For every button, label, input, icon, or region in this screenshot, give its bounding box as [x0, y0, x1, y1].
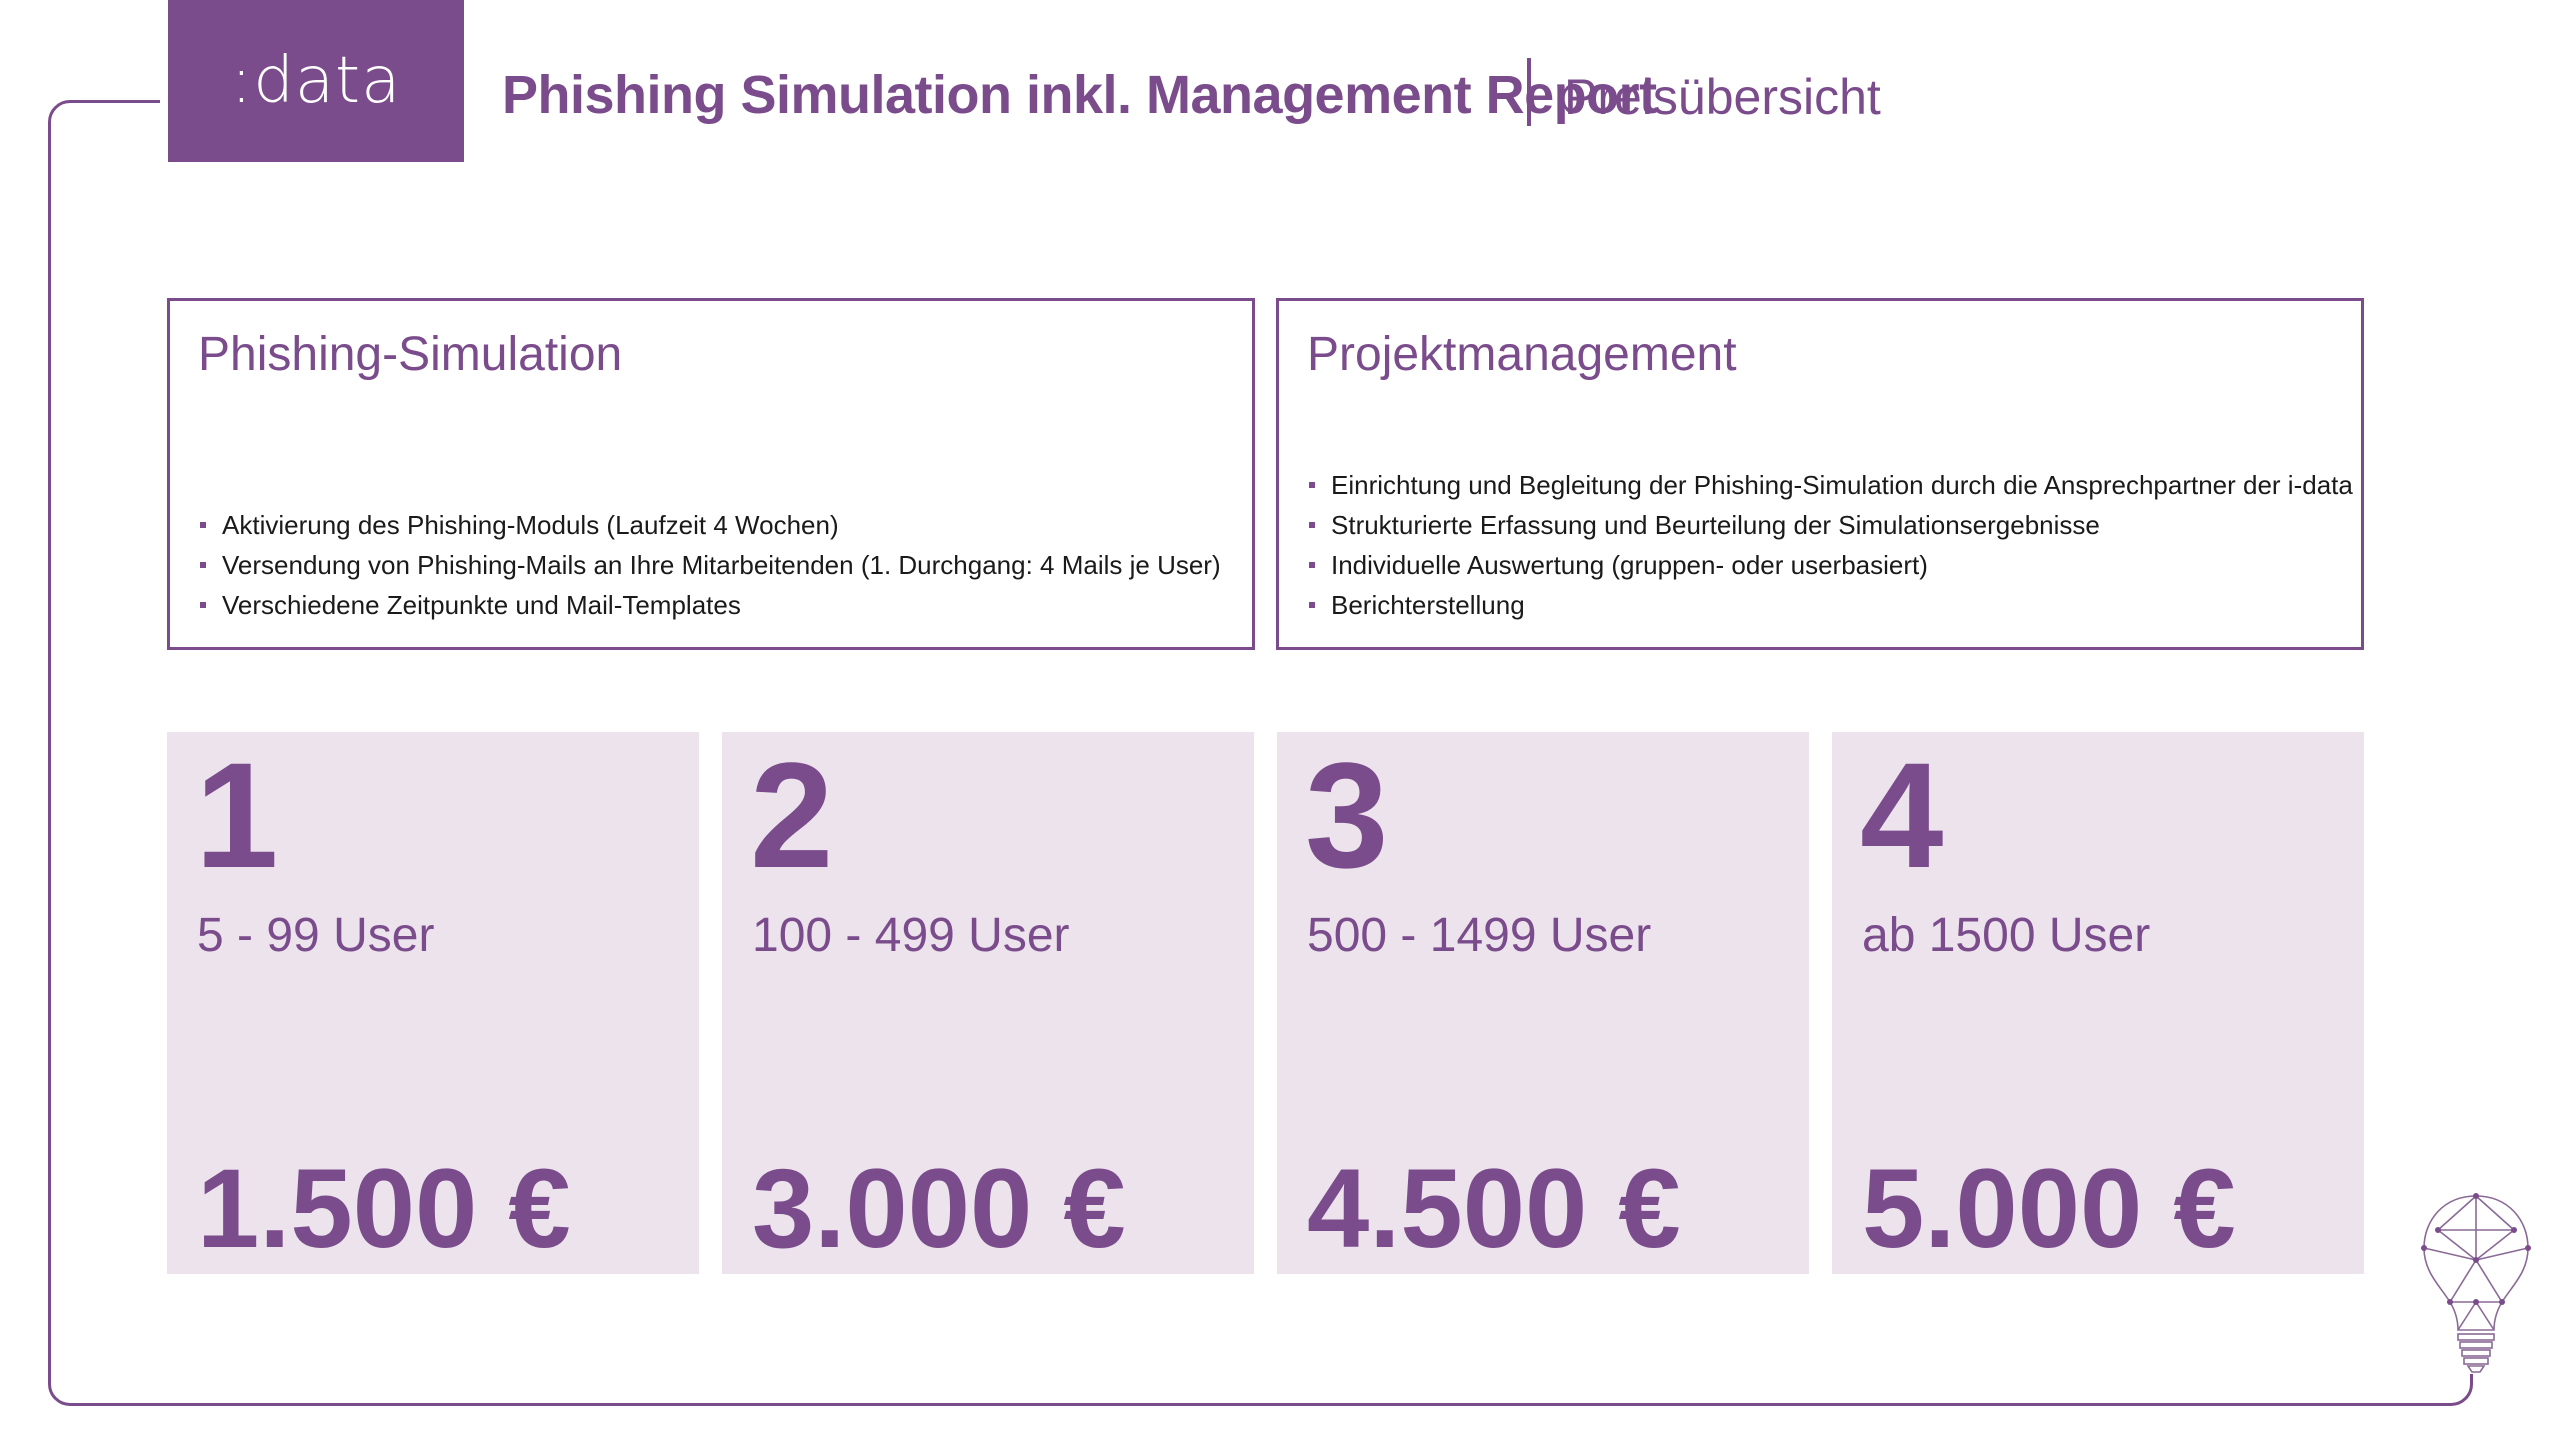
phishing-simulation-title: Phishing-Simulation	[198, 328, 623, 381]
price-tier-1: 1 5 - 99 User 1.500 €	[167, 732, 699, 1274]
tier-number: 1	[195, 731, 279, 899]
header-divider	[1527, 58, 1531, 126]
tier-user-range: 100 - 499 User	[752, 909, 1070, 962]
project-management-list: Einrichtung und Begleitung der Phishing-…	[1307, 465, 2353, 625]
lightbulb-network-icon	[2421, 1193, 2531, 1373]
tier-number: 4	[1860, 731, 1944, 899]
project-management-title: Projektmanagement	[1307, 328, 1737, 381]
tier-price: 4.500 €	[1307, 1146, 1681, 1271]
list-item: Einrichtung und Begleitung der Phishing-…	[1307, 465, 2353, 505]
phishing-simulation-box: Phishing-Simulation Aktivierung des Phis…	[167, 298, 1255, 650]
logo: :data	[168, 0, 464, 162]
price-tier-2: 2 100 - 499 User 3.000 €	[722, 732, 1254, 1274]
logo-text: :data	[230, 44, 402, 118]
tier-price: 5.000 €	[1862, 1146, 2236, 1271]
page-title: Phishing Simulation inkl. Management Rep…	[502, 65, 1657, 125]
tier-user-range: 5 - 99 User	[197, 909, 435, 962]
tier-user-range: ab 1500 User	[1862, 909, 2151, 962]
project-management-box: Projektmanagement Einrichtung und Beglei…	[1276, 298, 2364, 650]
tier-number: 3	[1305, 731, 1389, 899]
list-item: Versendung von Phishing-Mails an Ihre Mi…	[198, 545, 1221, 585]
tier-price: 3.000 €	[752, 1146, 1126, 1271]
list-item: Strukturierte Erfassung und Beurteilung …	[1307, 505, 2353, 545]
price-tier-4: 4 ab 1500 User 5.000 €	[1832, 732, 2364, 1274]
tier-user-range: 500 - 1499 User	[1307, 909, 1652, 962]
tier-price: 1.500 €	[197, 1146, 571, 1271]
list-item: Berichterstellung	[1307, 585, 2353, 625]
list-item: Aktivierung des Phishing-Moduls (Laufzei…	[198, 505, 1221, 545]
page-subtitle: Preisübersicht	[1564, 69, 1881, 125]
list-item: Verschiedene Zeitpunkte und Mail-Templat…	[198, 585, 1221, 625]
price-tier-3: 3 500 - 1499 User 4.500 €	[1277, 732, 1809, 1274]
phishing-simulation-list: Aktivierung des Phishing-Moduls (Laufzei…	[198, 505, 1221, 625]
list-item: Individuelle Auswertung (gruppen- oder u…	[1307, 545, 2353, 585]
tier-number: 2	[750, 731, 834, 899]
